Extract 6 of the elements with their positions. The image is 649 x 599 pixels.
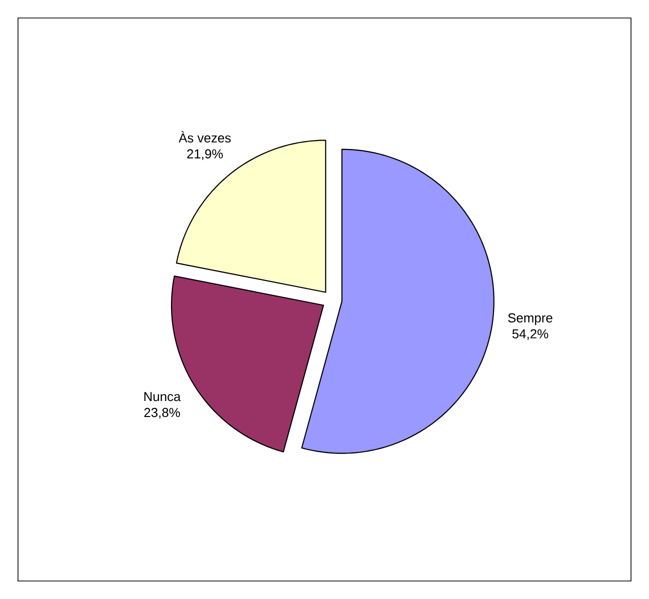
data-label: 21,9% — [187, 149, 223, 160]
slice-label: Nunca — [144, 392, 181, 402]
slice-label: Às vezes — [178, 131, 231, 143]
data-label: 54,2% — [512, 329, 548, 340]
data-label: 23,8% — [144, 408, 180, 419]
slice-label: Sempre — [508, 313, 552, 326]
